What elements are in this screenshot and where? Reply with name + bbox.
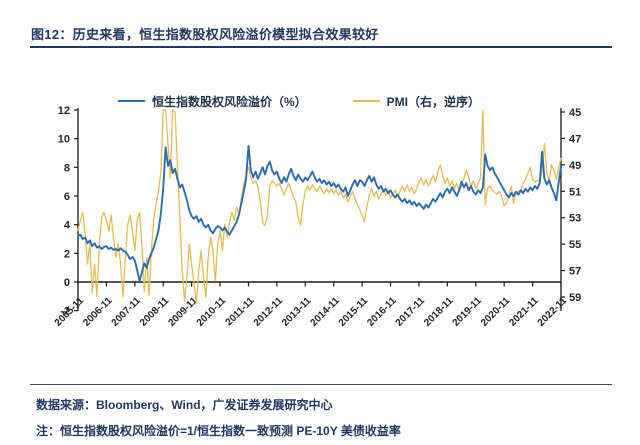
pmi-line-swatch [352,100,380,102]
right-axis-label: 47 [569,133,581,145]
erp-line [77,144,562,283]
x-axis-tick-label: 2012-11 [252,295,286,329]
legend-item-erp: 恒生指数股权风险溢价（%） [118,93,307,110]
right-axis-label: 45 [569,107,581,119]
left-axis-label: 12 [58,105,70,117]
left-axis-label: 4 [64,220,71,232]
right-axis-label: 51 [569,186,581,198]
right-axis-label: 49 [569,160,581,172]
title-divider [30,46,612,48]
note-line: 注：恒生指数股权风险溢价=1/恒生指数一致预测 PE-10Y 美债收益率 [36,424,401,438]
x-axis-tick-label: 2019-11 [451,295,485,329]
left-axis-label: 2 [64,248,70,260]
x-axis-tick-label: 2009-11 [166,295,200,329]
right-axis-label: 57 [569,266,581,278]
left-axis-label: -2 [60,306,70,318]
left-axis-label: 8 [64,162,70,174]
x-axis-tick-label: 2018-11 [422,295,456,329]
x-axis-tick-label: 2020-11 [479,295,513,329]
x-axis-tick-label: 2017-11 [394,295,428,329]
x-axis-tick-label: 2011-11 [224,295,257,328]
x-axis-tick-label: 2007-11 [110,295,144,329]
left-axis-label: 10 [58,134,70,146]
x-axis-tick-label: 2014-11 [308,295,342,329]
pmi-line [77,109,562,305]
erp-line-swatch [118,100,145,102]
right-axis-label: 55 [569,239,581,251]
x-axis-tick-label: 2006-11 [81,295,115,329]
pmi-legend-label: PMI（右，逆序） [386,94,481,109]
x-axis-tick-label: 2016-11 [365,295,399,329]
x-axis-tick-label: 2010-11 [195,295,229,329]
source-line: 数据来源：Bloomberg、Wind，广发证券发展研究中心 [36,398,333,412]
chart-legend: 恒生指数股权风险溢价（%） PMI（右，逆序） [118,92,480,110]
x-axis-tick-label: 2013-11 [280,295,314,329]
legend-item-pmi: PMI（右，逆序） [352,93,481,110]
left-axis-label: 6 [64,191,70,203]
erp-legend-label: 恒生指数股权风险溢价（%） [152,94,307,109]
x-axis-tick-label: 2015-11 [337,295,371,329]
x-axis-tick-label: 2008-11 [138,295,172,329]
left-axis-label: 0 [64,277,70,289]
footer-divider [30,384,612,385]
x-axis-tick-label: 2005-11 [53,295,87,329]
figure-title: 图12：历史来看，恒生指数股权风险溢价模型拟合效果较好 [31,27,379,42]
right-axis-label: 53 [569,213,581,225]
right-axis-label: 59 [569,292,581,304]
x-axis-tick-label: 2022-11 [536,295,570,329]
x-axis-tick-label: 2021-11 [507,295,541,329]
